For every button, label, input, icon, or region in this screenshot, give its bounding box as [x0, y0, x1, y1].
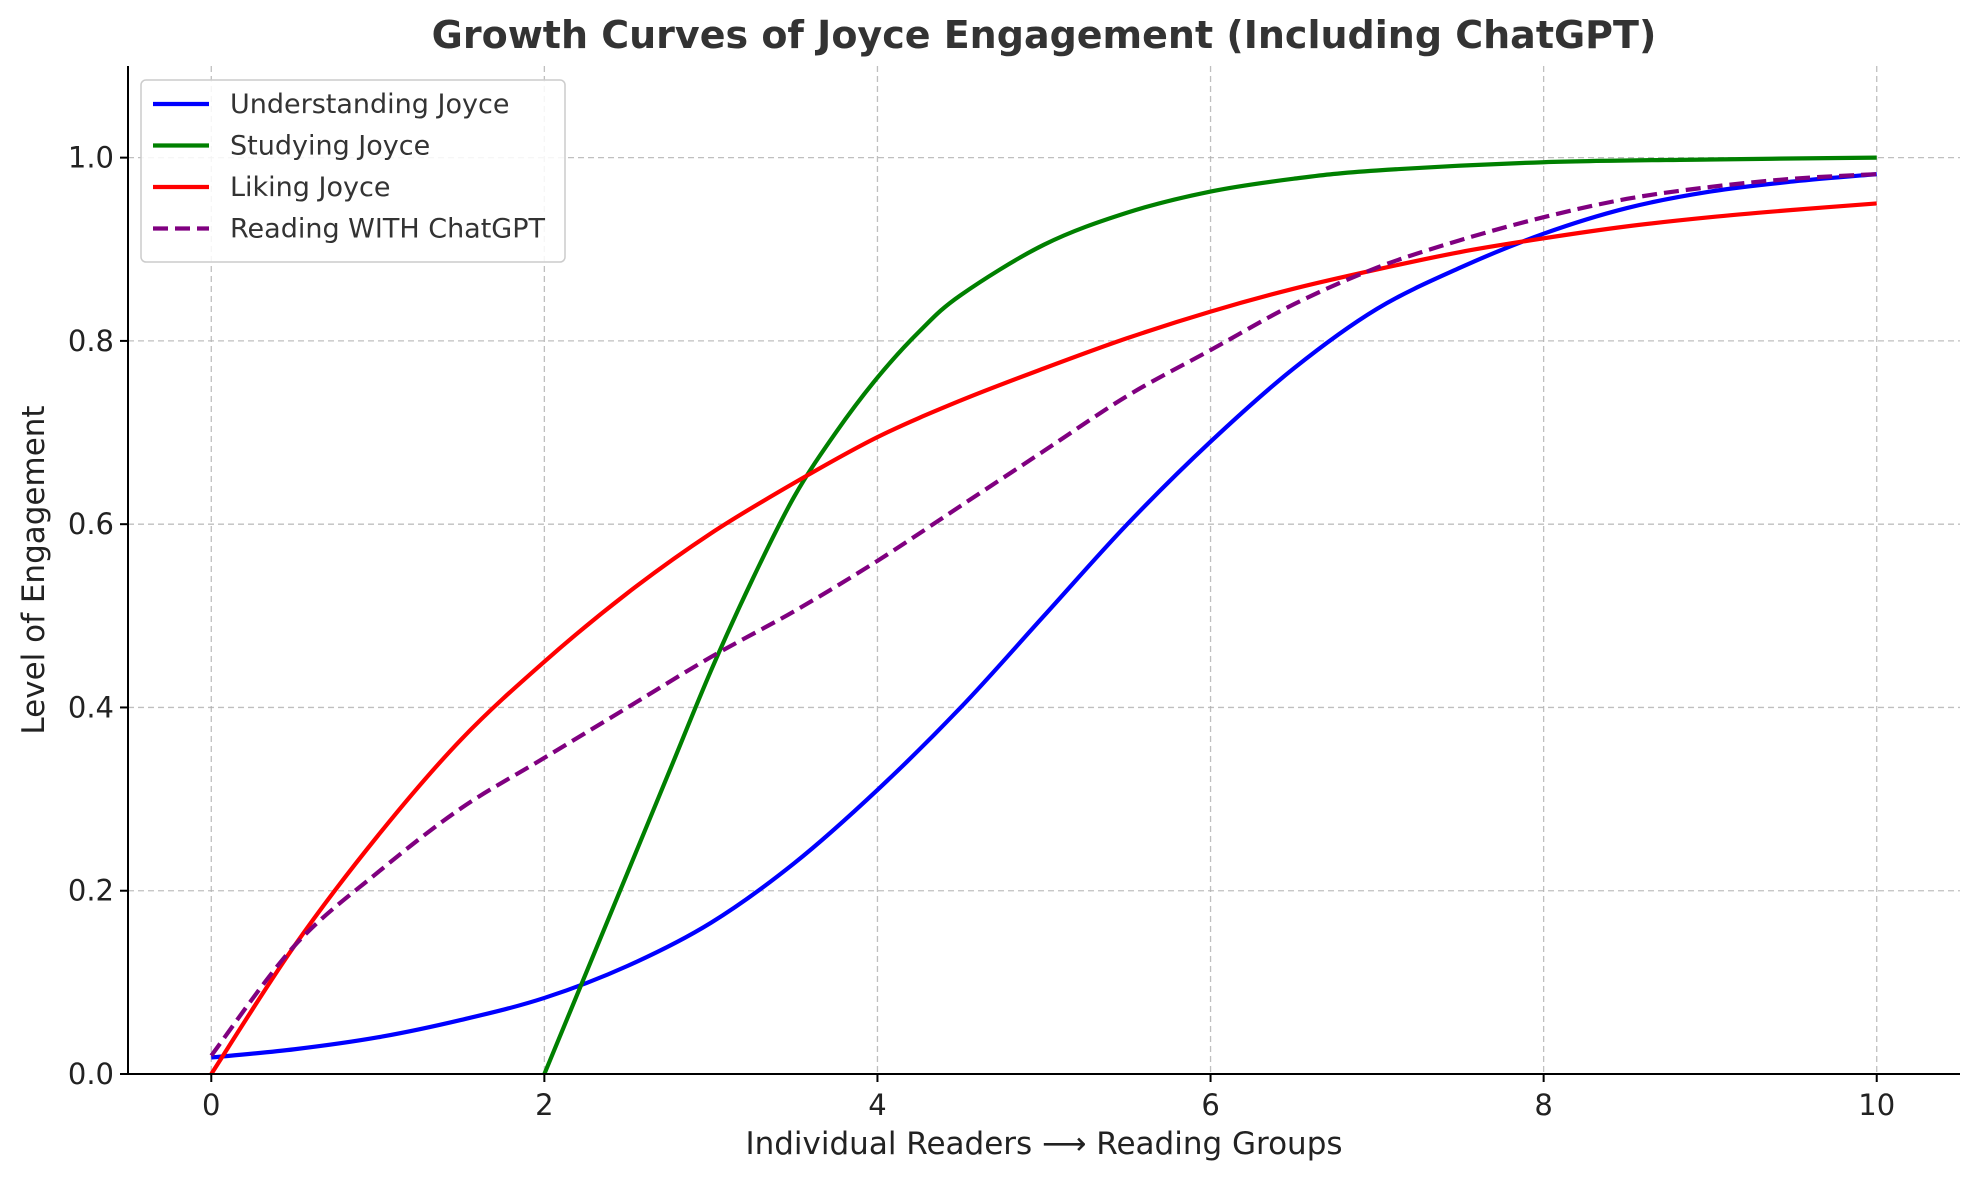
x-tick-label: 8 [1534, 1088, 1552, 1122]
legend-label: Studying Joyce [230, 131, 430, 162]
legend: Understanding Joyce Studying Joyce Liking … [140, 79, 566, 263]
legend-label: Liking Joyce [230, 172, 390, 203]
legend-label: Understanding Joyce [230, 89, 509, 120]
y-tick-label: 0.8 [68, 324, 114, 358]
series-line-understanding-joyce [211, 172, 1877, 1060]
chart-title: Growth Curves of Joyce Engagement (Inclu… [432, 13, 1657, 57]
y-tick-label: 0.4 [68, 690, 114, 724]
series-line-studying-joyce [542, 155, 1877, 1075]
series-layer [209, 155, 1877, 1076]
y-tick-label: 0.0 [68, 1057, 114, 1091]
axes [127, 66, 1960, 1075]
legend-label: Reading WITH ChatGPT [230, 214, 546, 245]
x-tick-label: 10 [1858, 1088, 1895, 1122]
y-tick-label: 1.0 [68, 141, 114, 175]
series-line-reading-with-chatgpt [209, 172, 1877, 1057]
x-tick-label: 2 [535, 1088, 553, 1122]
x-tick-label: 4 [868, 1088, 886, 1122]
x-tick-label: 6 [1201, 1088, 1219, 1122]
y-tick-label: 0.6 [68, 507, 114, 541]
x-tick-label: 0 [202, 1088, 220, 1122]
y-tick-label: 0.2 [68, 874, 114, 908]
y-axis-label: Level of Engagement [16, 405, 52, 734]
ticks: 0 2 4 6 8 10 0.0 0.2 0.4 0.6 0.8 1.0 [68, 141, 1895, 1122]
x-axis-label: Individual Readers ⟶ Reading Groups [745, 1126, 1342, 1162]
legend-box [140, 79, 566, 263]
series-line-liking-joyce [209, 201, 1877, 1076]
